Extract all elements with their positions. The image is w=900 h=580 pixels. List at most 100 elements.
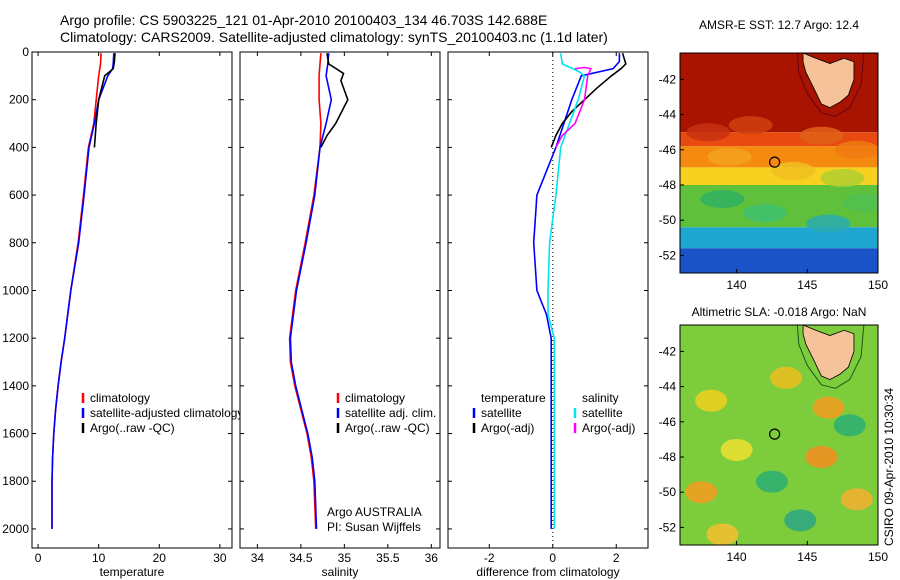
- plot-frame: [239, 51, 441, 549]
- x-tick-label: 0: [35, 551, 42, 565]
- sla-patch: [840, 488, 873, 511]
- shelf-contour: [796, 325, 865, 389]
- map-frame: [679, 52, 879, 274]
- x-tick-label: 140: [727, 550, 747, 564]
- x-tick-label: 150: [868, 278, 888, 292]
- y-tick-label: 1600: [2, 427, 29, 441]
- sst-patch: [686, 123, 731, 142]
- legend-label: satellite: [481, 406, 522, 420]
- sst-map: AMSR-E SST: 12.7 Argo: 12.4 140 145 150 -42 -…: [659, 18, 889, 292]
- map-title: AMSR-E SST: 12.7 Argo: 12.4: [699, 18, 859, 32]
- legend-label: climatology: [345, 391, 405, 405]
- y-tick-label: -46: [659, 415, 677, 429]
- sst-patch: [820, 168, 865, 187]
- x-tick-label: 145: [797, 278, 817, 292]
- timestamp-stamp: CSIRO 09-Apr-2010 10:30:34: [882, 388, 896, 546]
- y-tick-label: -44: [659, 108, 677, 122]
- series-line: [555, 66, 593, 148]
- x-axis-label: salinity: [322, 565, 359, 579]
- y-tick-label: -46: [659, 143, 677, 157]
- y-tick-label: -50: [659, 213, 677, 227]
- y-tick-label: -52: [659, 520, 677, 534]
- x-tick-label: -2: [484, 551, 495, 565]
- sla-map: Altimetric SLA: -0.018 Argo: NaN 140 145 15…: [659, 305, 889, 564]
- tasmania-land: [802, 53, 855, 109]
- x-tick-label: 140: [727, 278, 747, 292]
- legend-label: climatology: [90, 391, 150, 405]
- sst-patch: [806, 214, 851, 233]
- y-tick-label: 1800: [2, 474, 29, 488]
- sst-patch: [841, 193, 878, 212]
- x-tick-label: 2: [613, 551, 620, 565]
- y-tick-label: 800: [9, 236, 29, 250]
- x-tick-label: 35.5: [376, 551, 400, 565]
- x-tick-label: 145: [797, 550, 817, 564]
- x-tick-label: 30: [213, 551, 227, 565]
- shelf-contour: [796, 53, 865, 117]
- series-line: [547, 53, 586, 529]
- x-tick-label: 34: [251, 551, 265, 565]
- x-tick-label: 0: [549, 551, 556, 565]
- series-line: [550, 52, 627, 148]
- legend-label: satellite-adjusted climatology: [90, 406, 243, 420]
- legend: temperaturesatelliteArgo(-adj)salinitysa…: [472, 391, 635, 435]
- sst-patch: [799, 126, 844, 145]
- y-tick-label: 1400: [2, 379, 29, 393]
- legend-label: Argo(-adj): [582, 421, 635, 435]
- legend-label: Argo(..raw -QC): [345, 421, 430, 435]
- legend-label: satellite: [582, 406, 623, 420]
- x-tick-label: 20: [153, 551, 167, 565]
- sla-patch: [784, 509, 817, 532]
- series-line: [532, 53, 621, 529]
- profile-marker: [769, 428, 781, 440]
- header-line-2: Climatology: CARS2009. Satellite-adjuste…: [60, 29, 608, 45]
- legend-label: satellite adj. clim.: [345, 406, 436, 420]
- sla-patch: [770, 366, 803, 389]
- sla-patch: [720, 438, 753, 461]
- x-tick-label: 34.5: [289, 551, 313, 565]
- tasmania-land: [802, 325, 855, 381]
- y-tick-label: -42: [659, 72, 677, 86]
- y-tick-label: 400: [9, 140, 29, 154]
- sst-patch: [700, 190, 745, 209]
- credit-pi: PI: Susan Wijffels: [327, 520, 421, 534]
- sla-patch: [706, 523, 739, 545]
- y-tick-label: 2000: [2, 522, 29, 536]
- sst-band: [680, 248, 878, 273]
- series-line: [93, 53, 116, 148]
- map-frame: [679, 324, 879, 546]
- sst-patch: [707, 147, 752, 166]
- x-tick-label: 10: [92, 551, 106, 565]
- sla-patch: [755, 470, 788, 493]
- sla-patch: [695, 389, 728, 412]
- temperature-panel: 0 10 20 30 0 200 400 600 800 1000 1200 1400 1600 1800…: [2, 45, 243, 579]
- map-title: Altimetric SLA: -0.018 Argo: NaN: [692, 305, 867, 319]
- y-tick-label: -50: [659, 485, 677, 499]
- sla-patch: [805, 446, 838, 468]
- sst-band: [680, 227, 878, 249]
- legend-label: Argo(..raw -QC): [90, 421, 175, 435]
- y-tick-label: -48: [659, 178, 677, 192]
- y-tick-label: 1000: [2, 283, 29, 297]
- y-tick-label: -44: [659, 380, 677, 394]
- series-line: [289, 53, 333, 529]
- credit-org: Argo AUSTRALIA: [327, 505, 422, 519]
- legend-heading: temperature: [481, 391, 546, 405]
- x-tick-label: 35: [338, 551, 352, 565]
- sla-patch: [685, 481, 718, 504]
- y-tick-label: 0: [22, 45, 29, 59]
- x-tick-label: 36: [425, 551, 439, 565]
- sst-patch: [771, 161, 816, 180]
- sla-patch: [812, 396, 845, 419]
- y-tick-label: 600: [9, 188, 29, 202]
- legend-label: Argo(-adj): [481, 421, 534, 435]
- y-tick-label: 200: [9, 93, 29, 107]
- x-axis-label: temperature: [100, 565, 165, 579]
- series-line: [320, 53, 349, 148]
- legend-heading: salinity: [582, 391, 619, 405]
- sst-patch: [728, 116, 773, 135]
- salinity-panel: 34 34.5 35 35.5 36 salinity climatologysatelli…: [239, 51, 441, 579]
